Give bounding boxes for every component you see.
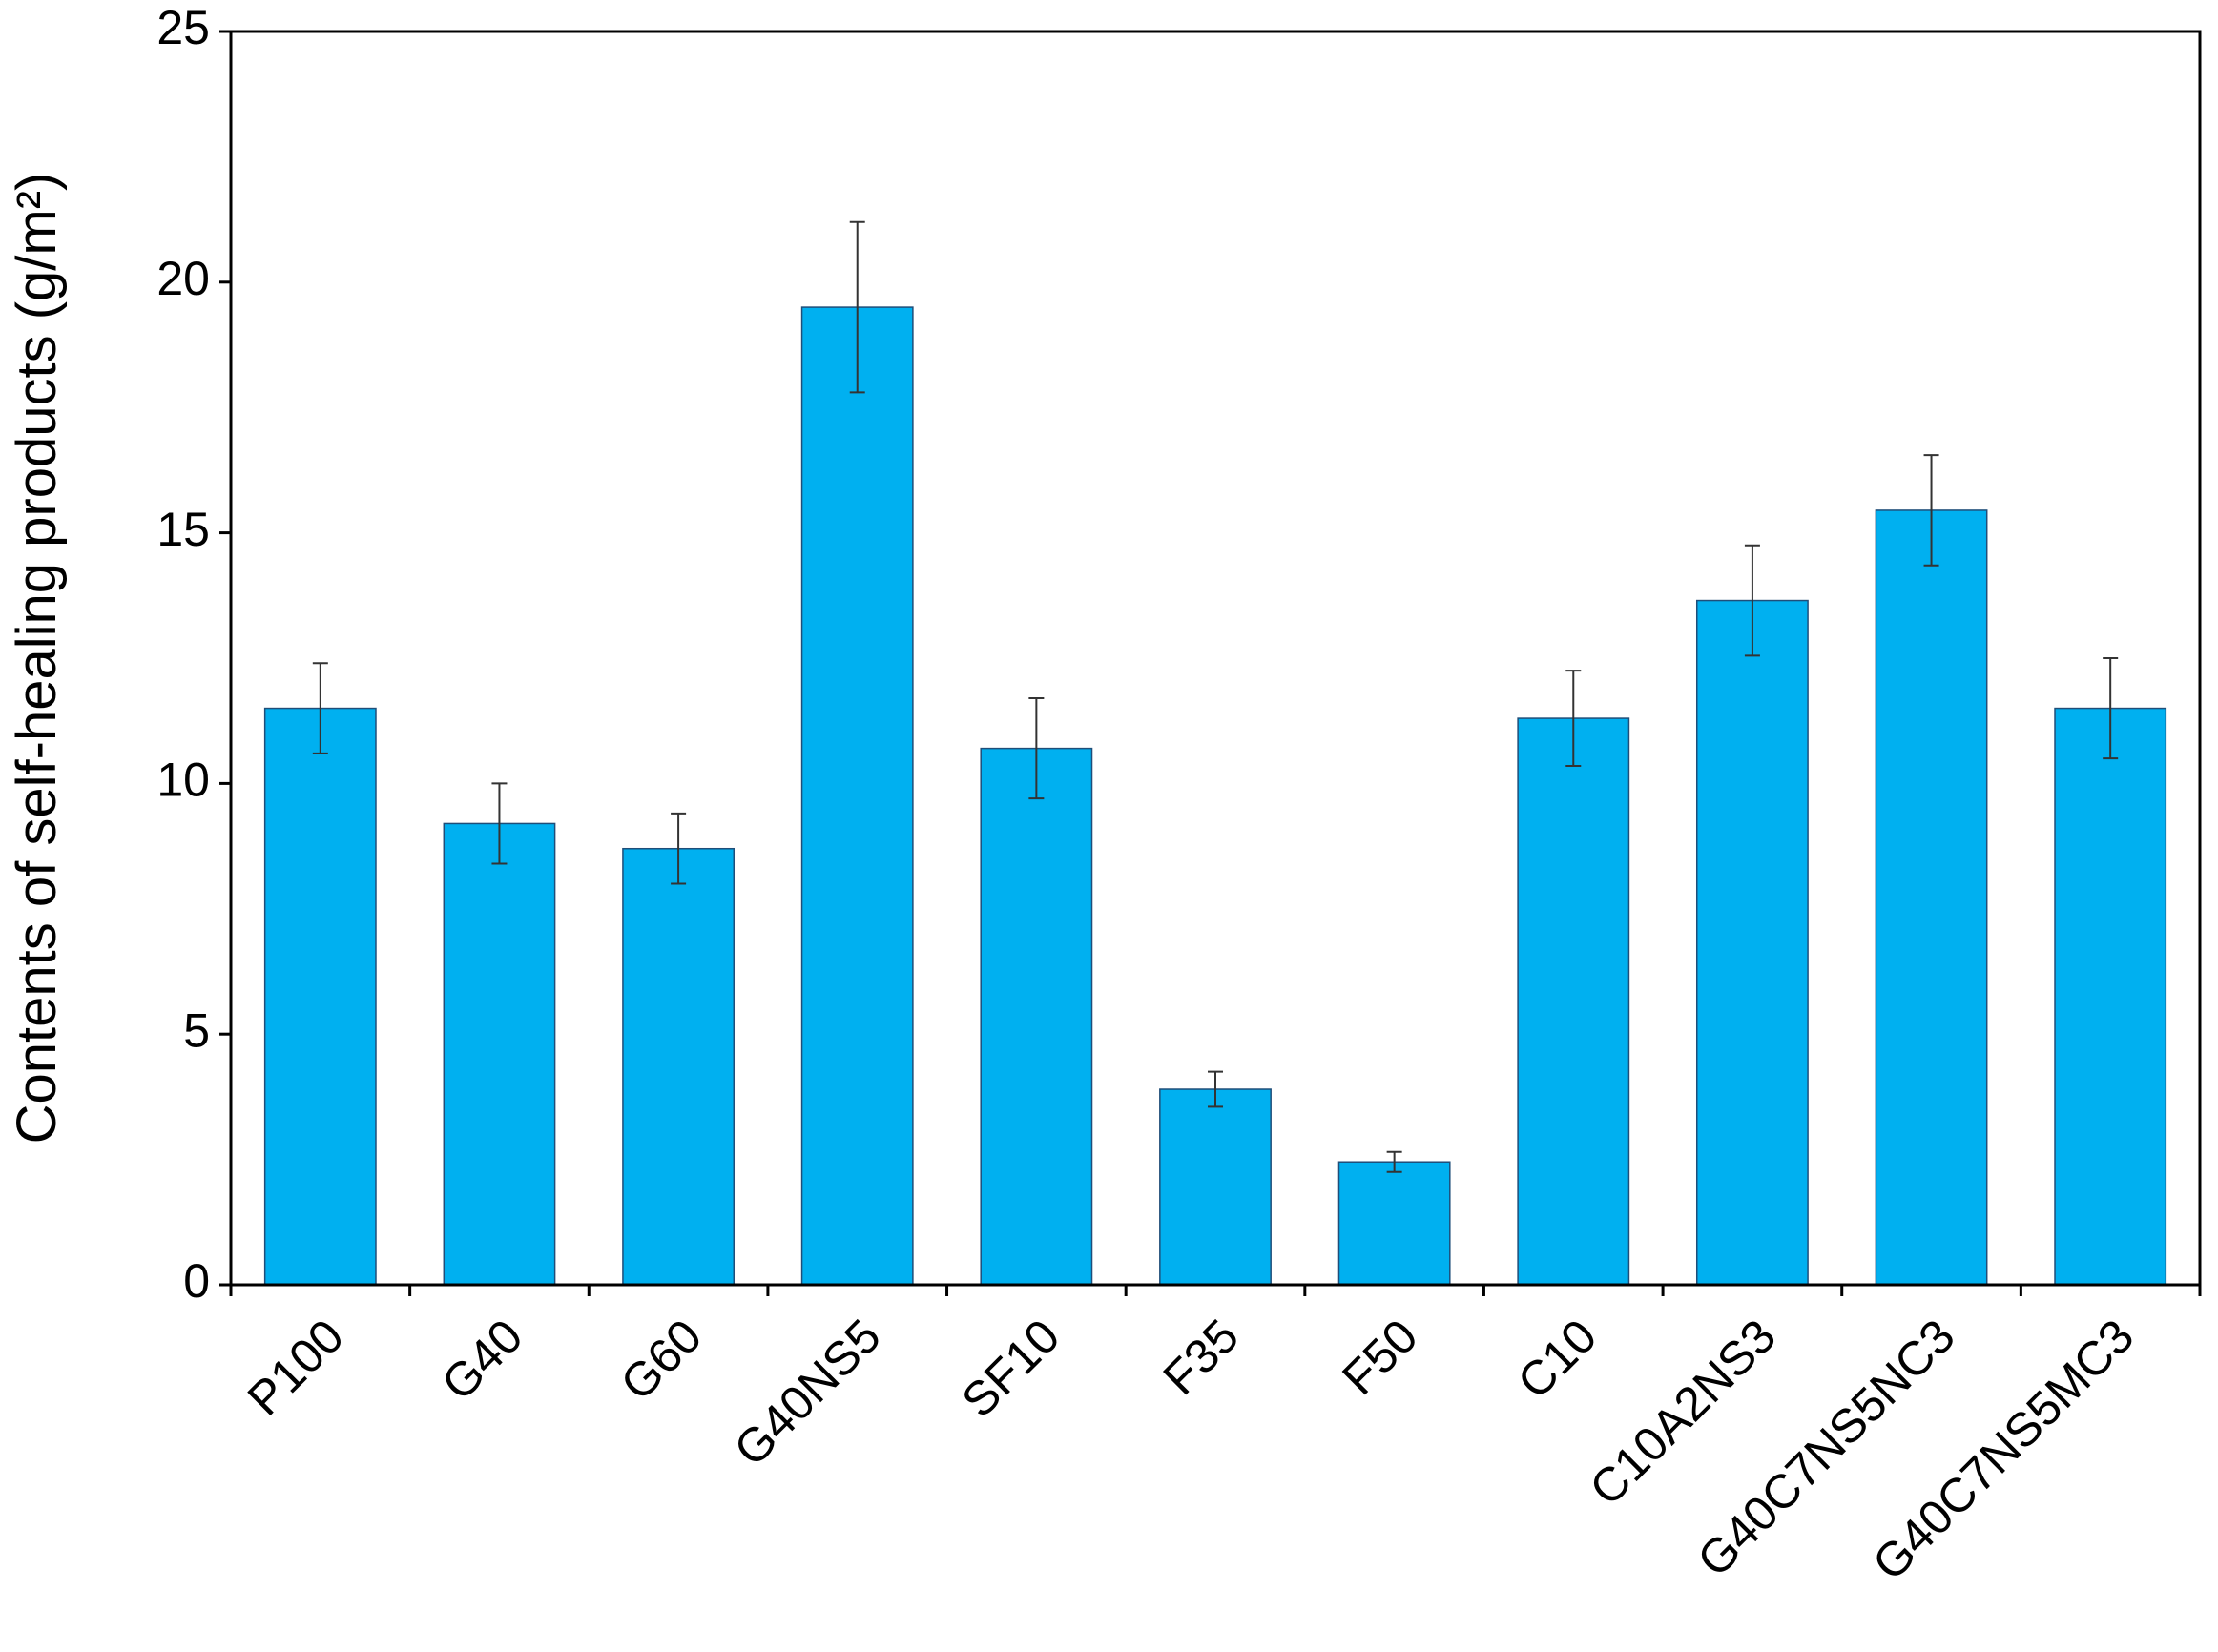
bar [1159, 1088, 1272, 1286]
error-bar [312, 662, 328, 754]
x-tick-label: C10 [1507, 1310, 1606, 1409]
y-tick-label: 5 [183, 1003, 210, 1057]
x-tick-label: F35 [1153, 1310, 1250, 1406]
y-tick-label: 15 [156, 503, 210, 556]
y-axis-label: Contents of self-healing products (g/m²) [6, 173, 68, 1145]
x-tick-label: G60 [611, 1310, 712, 1411]
y-tick-label: 20 [156, 252, 210, 305]
error-bar [849, 220, 865, 394]
y-tick-label: 0 [183, 1254, 210, 1308]
x-tick-label: F50 [1332, 1310, 1428, 1406]
bar [622, 847, 736, 1286]
x-tick-label: P100 [238, 1310, 354, 1426]
bar [443, 822, 556, 1286]
x-tick-label: G40NS5 [724, 1310, 891, 1476]
bar [980, 747, 1093, 1286]
bar [1337, 1161, 1451, 1286]
x-tick-label: G40 [431, 1310, 532, 1411]
error-bar [1208, 1070, 1223, 1108]
error-bar [1565, 670, 1582, 768]
error-bar [671, 812, 687, 885]
error-bar [1744, 544, 1760, 657]
error-bar [1386, 1150, 1402, 1173]
y-tick-label: 25 [156, 1, 210, 54]
error-bar [2103, 657, 2119, 760]
error-bar [1028, 697, 1045, 800]
y-tick-label: 10 [156, 754, 210, 807]
bar [2054, 707, 2167, 1286]
bar [800, 306, 914, 1286]
error-bar [1923, 454, 1939, 567]
x-tick-label: SF10 [951, 1310, 1069, 1428]
plot-frame [229, 30, 2202, 1287]
bar [1875, 509, 1988, 1286]
bar [263, 707, 377, 1286]
error-bar [491, 782, 508, 865]
bar [1695, 599, 1809, 1286]
bar [1517, 717, 1630, 1286]
